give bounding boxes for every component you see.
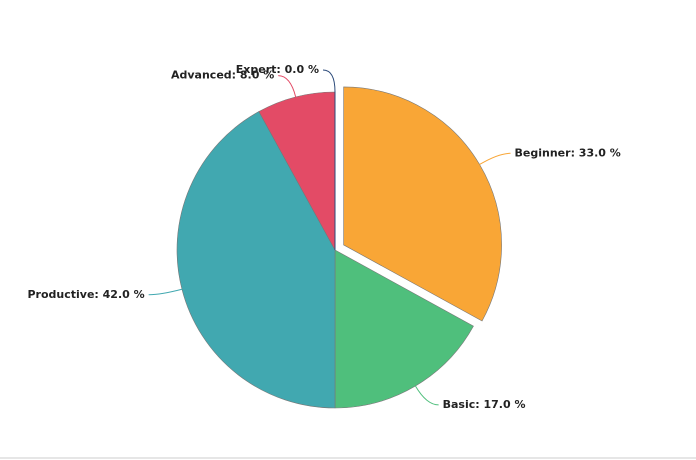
- data-label: Advanced: 8.0 %: [171, 69, 274, 82]
- data-label: Basic: 17.0 %: [443, 398, 526, 411]
- pie-slice: [334, 249, 474, 409]
- pie-slice: [176, 111, 336, 409]
- leader-line: [414, 385, 439, 406]
- data-label: Productive: 42.0 %: [27, 288, 144, 301]
- leader-line: [479, 152, 511, 165]
- leader-line: [148, 288, 183, 296]
- data-label: Beginner: 33.0 %: [515, 146, 621, 159]
- leader-line: [322, 69, 336, 93]
- leader-line: [278, 75, 297, 98]
- data-label: Expert: 0.0 %: [236, 63, 319, 76]
